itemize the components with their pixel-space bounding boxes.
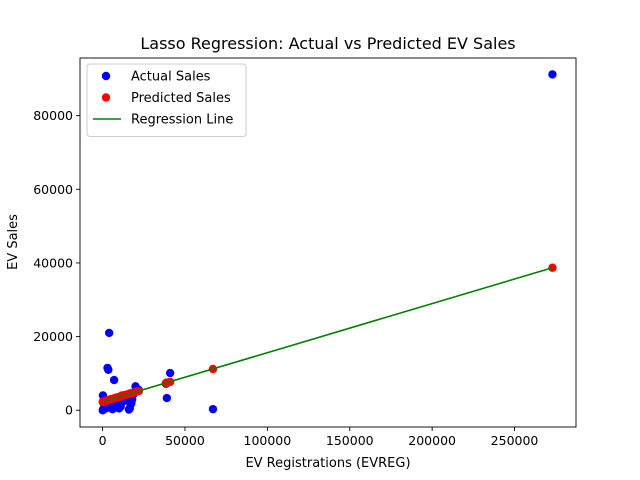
axes: 0 50000 100000 150000 200000 250000 0 20000 4000… xyxy=(33,57,577,448)
actual-sales-point xyxy=(103,363,112,373)
x-axis-label: EV Registrations (EVREG) xyxy=(245,456,410,471)
actual-sales-point xyxy=(124,405,134,414)
predicted-sales-point xyxy=(548,263,557,272)
legend-marker xyxy=(101,71,111,81)
legend-label: Regression Line xyxy=(131,113,233,128)
actual-sales-point xyxy=(162,393,172,403)
plot-marks xyxy=(98,70,557,415)
axes-frame xyxy=(79,57,577,428)
actual-sales-point xyxy=(98,406,107,415)
y-tick-label: 60000 xyxy=(33,182,73,197)
legend: Actual Sales Predicted Sales Regression Li… xyxy=(86,63,247,137)
y-axis-label: EV Sales xyxy=(6,214,21,270)
y-tick-label: 20000 xyxy=(33,329,73,344)
y-tick-label: 40000 xyxy=(33,255,73,270)
x-tick-label: 0 xyxy=(99,433,107,448)
actual-sales-point xyxy=(208,404,218,414)
legend-box xyxy=(86,63,247,137)
legend-marker xyxy=(101,93,111,102)
plot-area xyxy=(98,70,557,415)
actual-sales-point xyxy=(165,368,175,378)
actual-sales-point xyxy=(104,328,114,338)
x-tick-label: 100000 xyxy=(244,433,292,448)
y-tick-label: 0 xyxy=(65,403,73,418)
legend-label: Predicted Sales xyxy=(131,91,231,106)
regression-line xyxy=(102,266,553,403)
actual-sales-point xyxy=(109,375,119,385)
x-tick-label: 50000 xyxy=(165,433,205,448)
actual-sales-point xyxy=(548,70,557,79)
x-tick-label: 250000 xyxy=(491,433,539,448)
x-tick-label: 200000 xyxy=(408,433,456,448)
x-tick-label: 150000 xyxy=(326,433,374,448)
legend-label: Actual Sales xyxy=(131,70,211,85)
chart-title: Lasso Regression: Actual vs Predicted EV… xyxy=(140,34,515,53)
y-tick-label: 80000 xyxy=(33,108,73,123)
